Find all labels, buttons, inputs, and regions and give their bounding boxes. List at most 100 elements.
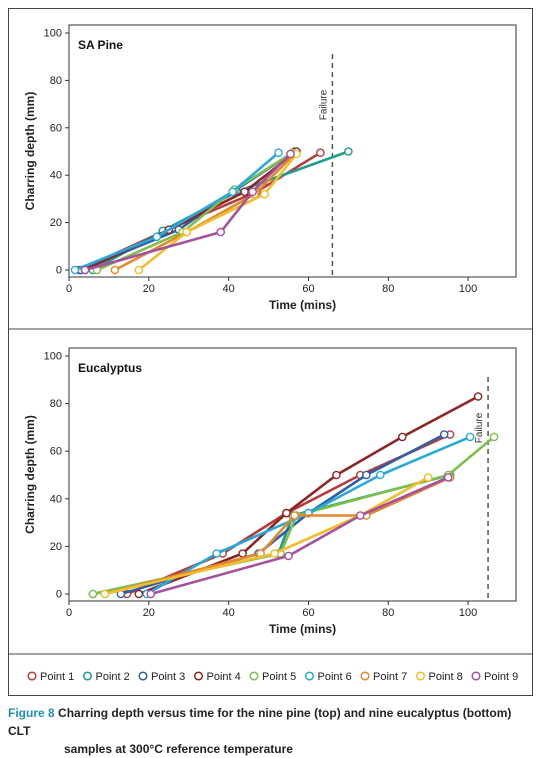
y-axis-label: Charring depth (mm) — [23, 415, 37, 534]
data-point-point-9 — [443, 473, 453, 482]
figure-caption: Figure 8 Charring depth versus time for … — [8, 704, 533, 758]
series-line-point-3 — [79, 150, 296, 272]
data-point-point-3 — [439, 430, 449, 439]
series-line-point-2 — [91, 473, 452, 596]
data-point-point-8 — [134, 265, 144, 275]
data-point-point-6 — [274, 148, 283, 157]
series-line-point-8 — [137, 152, 298, 272]
x-tick-label: 40 — [223, 607, 235, 619]
y-tick-label: 80 — [50, 398, 62, 410]
data-point-point-9 — [248, 187, 257, 197]
data-point-point-8 — [100, 589, 110, 599]
legend-label-point-2: Point 2 — [96, 671, 130, 683]
data-point-point-8 — [260, 189, 269, 199]
x-tick-label: 0 — [66, 283, 72, 295]
data-point-point-3 — [361, 470, 371, 480]
data-point-point-7 — [290, 511, 299, 520]
series-line-point-5 — [95, 151, 294, 272]
data-point-point-9 — [284, 551, 293, 561]
x-tick-label: 20 — [143, 283, 155, 295]
y-tick-label: 80 — [50, 75, 62, 87]
series-line-point-8 — [103, 476, 430, 596]
data-point-point-5 — [88, 589, 98, 599]
legend-marker-point-8 — [415, 671, 426, 681]
figure-svg: 0 20 40 60 80 100 0 20 40 60 80 100 Time (mins) Charr… — [8, 8, 533, 696]
chart-pine: 0 20 40 60 80 100 0 20 40 60 80 100 Time (mins) Charr… — [23, 24, 517, 312]
data-point-point-7 — [110, 265, 120, 275]
x-tick-label: 80 — [382, 607, 394, 619]
y-tick-label: 100 — [44, 351, 62, 363]
failure-label: Failure — [474, 412, 485, 443]
data-point-point-9 — [216, 227, 225, 237]
data-point-point-2 — [344, 147, 353, 156]
series-line-point-9 — [149, 476, 450, 596]
figure-border — [8, 8, 533, 696]
y-tick-label: 100 — [44, 28, 62, 40]
data-point-point-4 — [332, 470, 341, 480]
x-axis-label: Time (mins) — [269, 622, 336, 636]
y-axis-label: Charring depth (mm) — [23, 92, 37, 211]
legend-marker-point-4 — [193, 671, 204, 681]
legend-marker-point-1 — [27, 671, 37, 681]
y-tick-label: 0 — [56, 265, 62, 277]
y-tick-label: 40 — [50, 493, 62, 505]
data-point-point-4 — [473, 392, 483, 401]
x-axis-label: Time (mins) — [269, 298, 336, 312]
data-point-point-6 — [70, 265, 80, 275]
y-tick-label: 60 — [50, 122, 62, 134]
legend-label-point-9: Point 9 — [484, 671, 518, 683]
data-point-point-9 — [80, 265, 90, 275]
legend-label-point-4: Point 4 — [207, 671, 241, 683]
legend-marker-point-6 — [304, 671, 315, 681]
legend-label-point-5: Point 5 — [262, 671, 296, 683]
plot-area — [68, 347, 517, 602]
legend-marker-point-2 — [82, 671, 93, 681]
data-point-point-9 — [355, 511, 365, 520]
x-tick-label: 0 — [66, 607, 72, 619]
legend-label-point-7: Point 7 — [373, 671, 407, 683]
data-point-point-9 — [146, 589, 156, 599]
data-point-point-6 — [465, 432, 475, 442]
data-point-point-4 — [397, 432, 407, 442]
chart-eucalyptus: 0 20 40 60 80 100 0 20 40 60 80 100 Time (mins) Charr… — [23, 347, 517, 636]
data-point-point-4 — [282, 508, 291, 518]
x-tick-label: 40 — [223, 283, 235, 295]
series-line-point-4 — [137, 395, 480, 596]
legend-marker-point-7 — [360, 671, 370, 681]
x-tick-label: 20 — [143, 607, 155, 619]
data-point-point-6 — [228, 187, 237, 197]
data-point-point-8 — [270, 549, 279, 558]
figure-frame: 0 20 40 60 80 100 0 20 40 60 80 100 Time (mins) Charr… — [8, 8, 533, 696]
series-line-point-2 — [91, 150, 350, 272]
legend-label-point-3: Point 3 — [151, 671, 185, 683]
legend-label-point-8: Point 8 — [429, 671, 463, 683]
data-point-point-5 — [489, 432, 499, 442]
x-tick-label: 100 — [459, 607, 477, 619]
caption-line-1: Charring depth versus time for the nine … — [8, 706, 512, 738]
y-tick-label: 60 — [50, 446, 62, 458]
legend-marker-point-5 — [249, 671, 259, 681]
data-point-point-4 — [134, 589, 144, 599]
legend-label-point-1: Point 1 — [40, 671, 74, 683]
x-tick-label: 100 — [459, 283, 477, 295]
series-line-point-9 — [83, 152, 292, 272]
y-tick-label: 0 — [56, 589, 62, 601]
data-point-point-8 — [182, 227, 191, 237]
data-point-point-1 — [316, 148, 325, 157]
caption-line-2: samples at 300°C reference temperature — [64, 742, 293, 756]
legend-marker-point-9 — [471, 671, 481, 681]
y-tick-label: 20 — [50, 541, 62, 553]
plot-area — [68, 24, 517, 278]
chart-title: Eucalyptus — [78, 361, 142, 375]
failure-label: Failure — [318, 89, 329, 120]
data-point-point-8 — [423, 473, 433, 482]
x-tick-label: 60 — [302, 607, 314, 619]
series-line-point-6 — [73, 151, 280, 272]
x-tick-label: 60 — [302, 283, 314, 295]
legend-marker-point-3 — [138, 671, 148, 681]
data-point-point-4 — [240, 187, 249, 197]
x-tick-label: 80 — [382, 283, 394, 295]
data-point-point-6 — [152, 232, 162, 242]
y-tick-label: 40 — [50, 170, 62, 182]
data-point-point-6 — [212, 549, 221, 558]
